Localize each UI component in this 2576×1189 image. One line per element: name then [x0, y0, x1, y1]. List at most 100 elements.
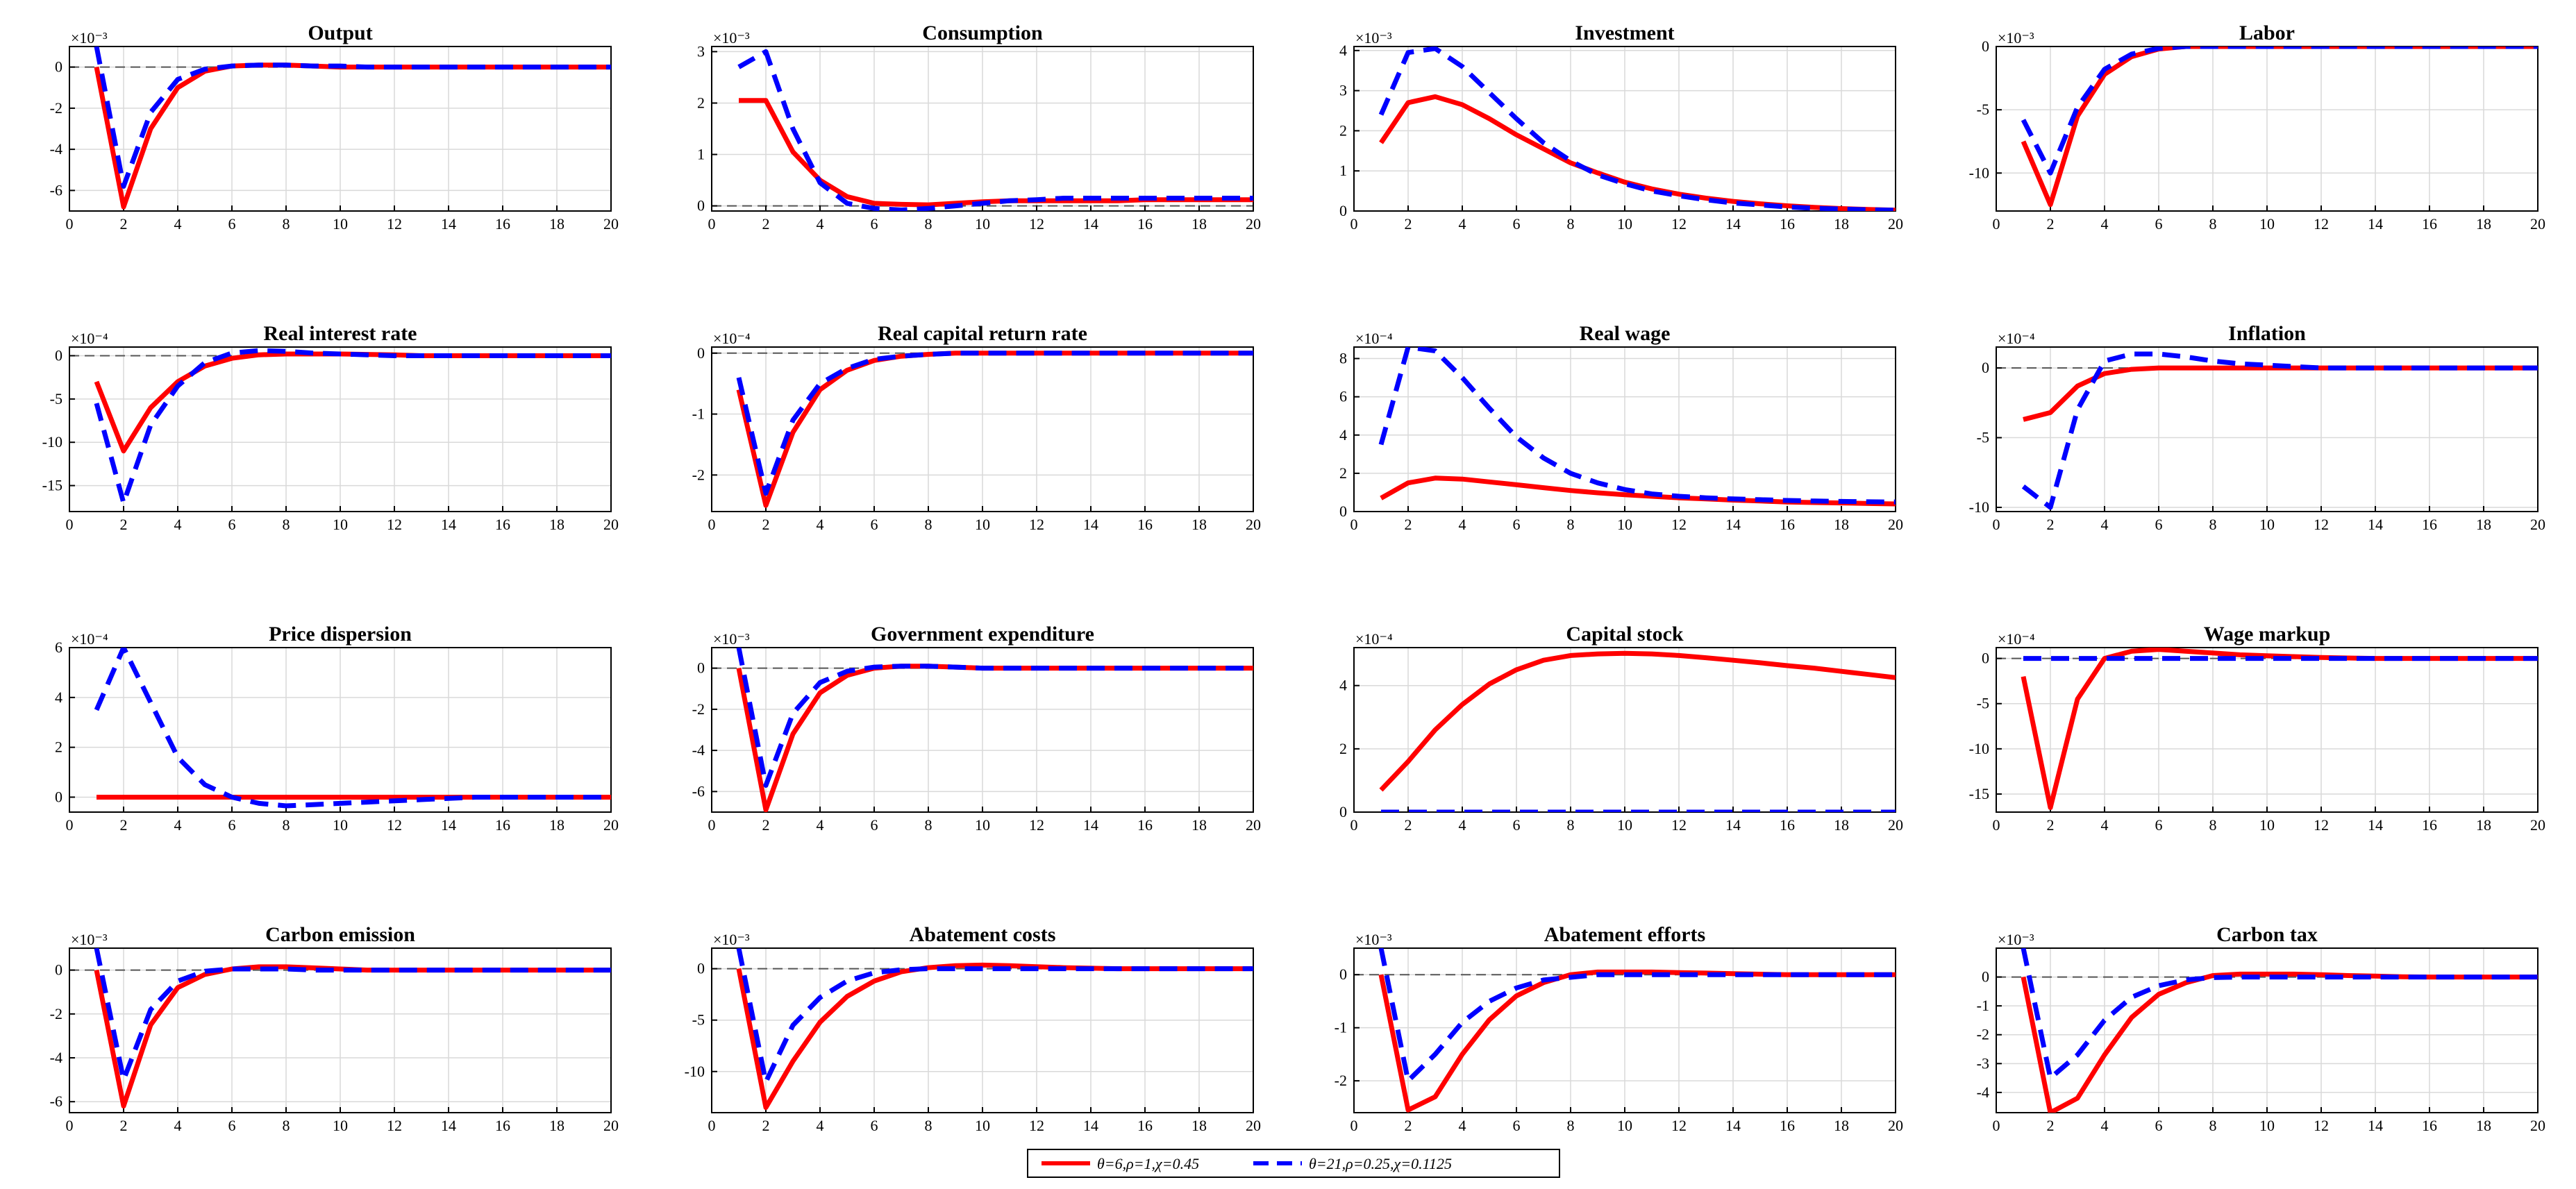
series-line-blue-dashed	[1378, 47, 1896, 211]
y-tick-label: 0	[1339, 803, 1347, 820]
x-tick-label: 4	[2101, 215, 2109, 233]
series-line-blue-dashed	[1378, 347, 1896, 505]
x-tick-label: 4	[174, 1117, 182, 1134]
chart-title: Government expenditure	[871, 623, 1094, 646]
x-tick-label: 0	[708, 1117, 716, 1134]
x-tick-label: 20	[603, 816, 619, 834]
x-tick-label: 6	[871, 1117, 878, 1134]
x-tick-label: 16	[1780, 816, 1795, 834]
x-tick-label: 18	[2476, 816, 2491, 834]
x-tick-label: 0	[66, 516, 74, 533]
chart-panel: 0 2 4 6 8 10 12 14 16 18 20 0 -5 -10 Inflation ×10⁻⁴	[1969, 322, 2545, 533]
x-tick-label: 2	[762, 516, 770, 533]
x-tick-label: 6	[228, 215, 236, 233]
x-tick-label: 18	[1834, 816, 1849, 834]
x-tick-label: 8	[1567, 516, 1575, 533]
chart-panel: 0 2 4 6 8 10 12 14 16 18 20 0 2 4 Capital stock ×10⁻⁴	[1339, 623, 1903, 834]
axis-scale-label: ×10⁻³	[71, 29, 108, 47]
x-tick-label: 4	[2101, 516, 2109, 533]
chart-panel: 0 2 4 6 8 10 12 14 16 18 20 0 -1 -2 Real capital retur…	[692, 322, 1261, 533]
y-tick-label: -5	[692, 1011, 705, 1029]
series-line-red-solid	[739, 98, 1253, 208]
y-tick-label: 0	[1339, 503, 1347, 520]
y-tick-label: -10	[1969, 164, 1989, 181]
y-tick-label: -4	[692, 741, 705, 759]
x-tick-label: 2	[762, 215, 770, 233]
x-tick-label: 6	[228, 516, 236, 533]
chart-title: Real capital return rate	[878, 322, 1087, 345]
x-tick-label: 6	[228, 1117, 236, 1134]
x-tick-label: 16	[1137, 516, 1153, 533]
series-line-blue-dashed	[736, 351, 1253, 496]
y-tick-label: -2	[1335, 1072, 1347, 1089]
x-tick-label: 10	[2259, 816, 2275, 834]
axis-scale-label: ×10⁻³	[1998, 29, 2034, 47]
x-tick-label: 6	[2155, 516, 2163, 533]
x-tick-label: 6	[871, 816, 878, 834]
x-tick-label: 2	[1405, 215, 1412, 233]
x-tick-label: 0	[708, 516, 716, 533]
y-tick-label: 2	[1339, 464, 1347, 482]
x-tick-label: 2	[762, 816, 770, 834]
x-tick-label: 20	[1246, 816, 1261, 834]
x-tick-label: 2	[120, 516, 128, 533]
x-tick-label: 20	[603, 215, 619, 233]
series-line-red-solid	[94, 964, 611, 1108]
x-tick-label: 10	[1617, 516, 1632, 533]
chart-title: Wage markup	[2204, 623, 2331, 646]
x-tick-label: 4	[817, 1117, 824, 1134]
x-tick-label: 18	[2476, 516, 2491, 533]
x-tick-label: 18	[1191, 516, 1207, 533]
x-tick-label: 18	[1834, 516, 1849, 533]
y-tick-label: 0	[55, 58, 62, 76]
y-tick-label: -2	[692, 700, 705, 718]
y-tick-label: 1	[697, 146, 705, 163]
x-tick-label: 16	[1780, 516, 1795, 533]
x-tick-label: 20	[2530, 215, 2545, 233]
series-line-blue-dashed	[736, 648, 1253, 788]
x-tick-label: 14	[441, 1117, 456, 1134]
x-tick-label: 4	[817, 516, 824, 533]
y-tick-label: 6	[55, 639, 62, 656]
y-tick-label: -6	[50, 181, 62, 199]
y-tick-label: 6	[1339, 388, 1347, 405]
series-line-red-solid	[94, 351, 611, 454]
y-tick-label: -1	[1977, 997, 1989, 1014]
x-tick-label: 2	[2047, 1117, 2055, 1134]
x-tick-label: 16	[495, 1117, 510, 1134]
axis-scale-label: ×10⁻³	[713, 630, 750, 648]
x-tick-label: 14	[441, 215, 456, 233]
y-tick-label: 0	[1982, 968, 1989, 986]
x-tick-label: 16	[1137, 215, 1153, 233]
x-tick-label: 16	[2422, 215, 2437, 233]
x-tick-label: 4	[1459, 816, 1466, 834]
x-tick-label: 16	[495, 816, 510, 834]
x-tick-label: 14	[1083, 516, 1098, 533]
x-tick-label: 12	[2314, 516, 2329, 533]
y-tick-label: -5	[1977, 695, 1989, 712]
y-tick-label: -1	[692, 405, 705, 423]
y-tick-label: 4	[55, 689, 62, 706]
series-line-blue-dashed	[2021, 948, 2538, 1081]
chart-title: Carbon tax	[2216, 923, 2318, 946]
x-tick-label: 14	[1725, 516, 1741, 533]
x-tick-label: 8	[2209, 1117, 2217, 1134]
x-tick-label: 4	[174, 215, 182, 233]
x-tick-label: 8	[1567, 816, 1575, 834]
x-tick-label: 8	[925, 1117, 932, 1134]
chart-panel: 0 2 4 6 8 10 12 14 16 18 20 0 -1 -2 -3 -4 Carbon tax ×10⁻…	[1977, 923, 2545, 1134]
x-tick-label: 0	[1350, 816, 1358, 834]
x-tick-label: 12	[387, 1117, 402, 1134]
x-tick-label: 14	[1725, 816, 1741, 834]
x-tick-label: 20	[603, 1117, 619, 1134]
x-tick-label: 18	[549, 215, 564, 233]
x-tick-label: 10	[333, 816, 348, 834]
series-line-blue-dashed	[2021, 47, 2538, 176]
y-tick-label: 0	[1982, 359, 1989, 376]
axis-scale-label: ×10⁻⁴	[1355, 630, 1393, 648]
axis-scale-label: ×10⁻⁴	[1998, 630, 2035, 648]
chart-title: Real wage	[1580, 322, 1671, 345]
series-line-red-solid	[736, 664, 1253, 812]
y-tick-label: 2	[55, 739, 62, 756]
